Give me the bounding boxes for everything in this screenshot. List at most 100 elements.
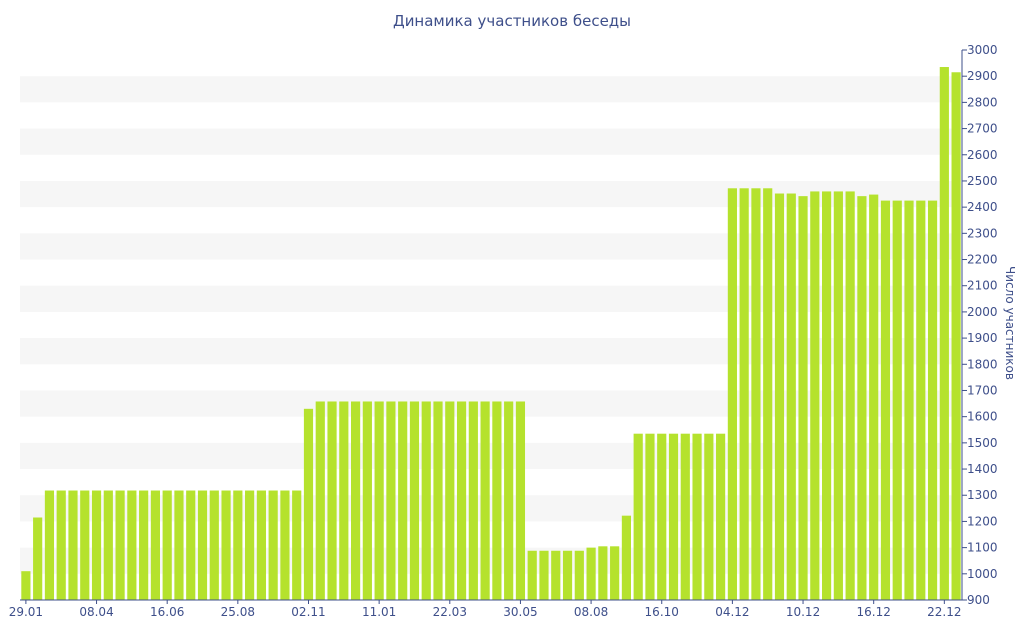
y-axis: 900 1000 1100 1200 1300 1400 1500 1600 1700 1800 1… — [961, 43, 998, 607]
bar — [798, 196, 808, 600]
y-tick-label: 3000 — [967, 43, 998, 57]
x-tick-label: 02.11 — [291, 605, 325, 619]
y-tick-label: 2300 — [967, 226, 998, 240]
x-tick-label: 08.08 — [574, 605, 608, 619]
y-tick-label: 1600 — [967, 410, 998, 424]
bar — [857, 196, 867, 600]
bar — [115, 490, 125, 600]
y-tick-label: 2100 — [967, 279, 998, 293]
bar — [751, 188, 761, 601]
x-tick-label: 29.01 — [9, 605, 43, 619]
bar — [716, 433, 726, 600]
bar — [386, 401, 396, 600]
x-axis: 29.01 08.04 16.06 25.08 02.11 11.01 22.03 30.05… — [9, 599, 962, 619]
bar — [539, 550, 549, 600]
x-tick-label: 16.12 — [857, 605, 891, 619]
y-tick-label: 2900 — [967, 69, 998, 83]
bar — [927, 200, 938, 600]
y-tick-label: 900 — [967, 593, 990, 607]
bar — [492, 401, 502, 600]
bar — [574, 550, 584, 600]
y-axis-title: Число участников — [1003, 266, 1017, 380]
bar — [80, 490, 90, 600]
y-tick-label: 1900 — [967, 331, 998, 345]
bar — [562, 550, 573, 600]
bar — [621, 515, 631, 600]
bar — [409, 401, 420, 600]
bar — [362, 401, 372, 600]
bar — [456, 401, 467, 600]
bar — [21, 571, 31, 600]
bar — [433, 401, 443, 600]
bar — [527, 550, 537, 600]
x-tick-label: 22.03 — [433, 605, 467, 619]
bar — [197, 490, 208, 600]
bar — [56, 490, 66, 600]
x-tick-label: 16.06 — [150, 605, 184, 619]
y-tick-label: 1400 — [967, 462, 998, 476]
bar — [103, 490, 113, 600]
x-tick-label: 08.04 — [79, 605, 113, 619]
x-tick-label: 11.01 — [362, 605, 396, 619]
bar-series — [21, 67, 961, 601]
bar — [810, 191, 820, 600]
bar — [763, 188, 773, 601]
bar — [598, 546, 608, 600]
bar — [692, 433, 702, 600]
bar — [245, 490, 255, 600]
bar — [150, 490, 160, 600]
bar — [268, 490, 278, 600]
bar — [44, 490, 55, 600]
bar — [504, 401, 514, 600]
bar — [633, 433, 643, 600]
bar — [668, 433, 679, 600]
bar — [233, 490, 243, 600]
bar — [904, 200, 914, 600]
y-tick-label: 2400 — [967, 200, 998, 214]
y-tick-label: 1100 — [967, 541, 998, 555]
grid-band — [20, 76, 960, 103]
y-tick-label: 2500 — [967, 174, 998, 188]
bar — [327, 401, 337, 600]
y-tick-label: 2000 — [967, 305, 998, 319]
chart-title: Динамика участников беседы — [392, 12, 632, 30]
y-tick-label: 1000 — [967, 567, 998, 581]
x-tick-label: 04.12 — [715, 605, 749, 619]
bar — [869, 194, 879, 600]
y-tick-label: 1500 — [967, 436, 998, 450]
y-tick-label: 1800 — [967, 357, 998, 371]
bar — [33, 517, 43, 600]
bar — [421, 401, 431, 600]
bar — [680, 433, 690, 600]
bar — [68, 490, 78, 600]
bar — [880, 200, 891, 600]
y-tick-label: 1200 — [967, 514, 998, 528]
x-tick-label: 25.08 — [221, 605, 255, 619]
bar — [610, 546, 620, 600]
bar — [704, 433, 714, 600]
y-tick-label: 2800 — [967, 95, 998, 109]
bar — [645, 433, 655, 600]
bar — [162, 490, 172, 600]
bar — [916, 200, 926, 600]
bar — [445, 401, 455, 600]
x-tick-label: 30.05 — [503, 605, 537, 619]
x-tick-label: 22.12 — [927, 605, 961, 619]
bar — [657, 433, 667, 600]
bar — [480, 401, 490, 600]
bar — [221, 490, 231, 600]
bar — [833, 191, 843, 600]
bar — [939, 67, 949, 600]
bar — [822, 191, 832, 600]
bar — [727, 188, 737, 601]
x-tick-label: 10.12 — [786, 605, 820, 619]
bar — [280, 490, 290, 600]
bar — [209, 490, 219, 600]
bar — [351, 401, 361, 600]
bar — [174, 490, 184, 600]
bar — [139, 490, 149, 600]
bar — [551, 550, 561, 600]
y-tick-label: 1700 — [967, 383, 998, 397]
bar — [127, 490, 137, 600]
